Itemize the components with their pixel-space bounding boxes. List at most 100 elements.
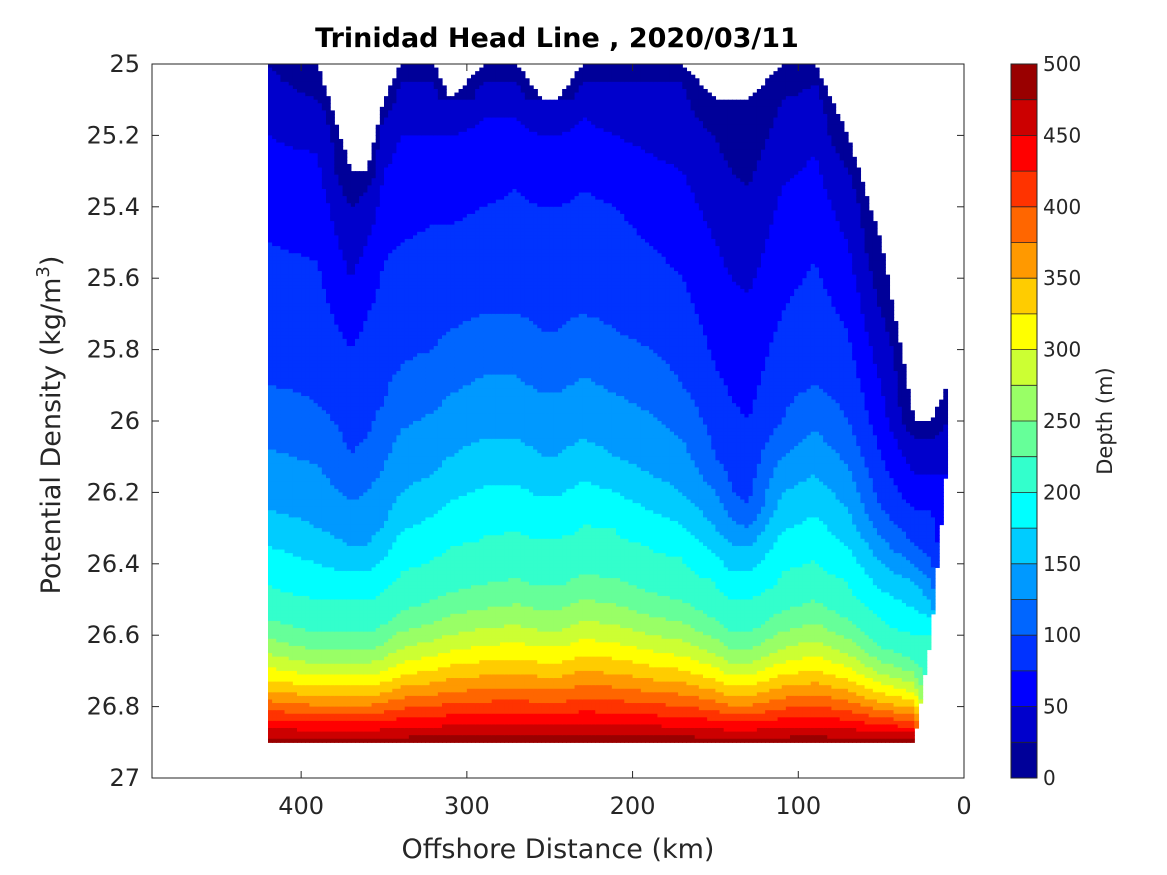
contour-cell: [350, 638, 356, 643]
contour-cell: [342, 474, 348, 479]
contour-cell: [280, 292, 286, 297]
contour-cell: [313, 421, 319, 426]
contour-cell: [305, 163, 311, 169]
contour-cell: [321, 606, 327, 611]
contour-cell: [276, 606, 282, 611]
contour-cell: [305, 645, 311, 651]
contour-cell: [359, 478, 364, 483]
contour-cell: [342, 385, 348, 390]
contour-cell: [367, 231, 373, 236]
contour-cell: [276, 535, 282, 540]
contour-cell: [276, 371, 282, 376]
contour-cell: [342, 578, 348, 583]
contour-cell: [305, 549, 311, 554]
contour-cell: [272, 424, 277, 429]
contour-cell: [371, 599, 377, 604]
contour-cell: [301, 688, 306, 693]
contour-cell: [371, 156, 377, 161]
contour-cell: [301, 538, 306, 543]
contour-cell: [371, 421, 377, 426]
contour-cell: [363, 271, 369, 276]
contour-cell: [359, 253, 364, 258]
contour-cell: [276, 124, 282, 129]
contour-cell: [363, 528, 369, 533]
contour-cell: [305, 495, 311, 501]
contour-cell: [342, 692, 348, 697]
contour-cell: [301, 138, 306, 144]
contour-cell: [309, 674, 315, 679]
contour-cell: [321, 381, 327, 386]
contour-cell: [272, 638, 277, 643]
contour-cell: [305, 717, 311, 722]
contour-cell: [334, 231, 340, 236]
contour-cell: [350, 428, 356, 433]
contour-cell: [342, 538, 348, 543]
contour-cell: [305, 67, 311, 72]
contour-cell: [350, 506, 356, 511]
contour-cell: [338, 378, 344, 383]
contour-cell: [321, 224, 327, 229]
contour-cell: [379, 563, 385, 568]
contour-cell: [317, 642, 323, 647]
contour-cell: [301, 88, 306, 94]
contour-cell: [379, 413, 385, 419]
contour-cell: [371, 653, 377, 658]
contour-cell: [280, 331, 286, 336]
contour-cell: [276, 724, 282, 729]
contour-cell: [292, 431, 298, 436]
contour-cell: [301, 442, 306, 447]
contour-cell: [292, 492, 298, 497]
contour-cell: [280, 438, 286, 444]
contour-cell: [350, 478, 356, 483]
contour-cell: [305, 292, 311, 297]
contour-cell: [379, 363, 385, 369]
contour-cell: [371, 624, 377, 629]
contour-cell: [305, 617, 311, 622]
contour-cell: [280, 481, 286, 486]
contour-cell: [272, 124, 277, 129]
contour-cell: [313, 606, 319, 611]
contour-cell: [284, 421, 290, 426]
contour-cell: [355, 413, 360, 419]
contour-cell: [375, 135, 381, 140]
contour-cell: [346, 310, 352, 315]
contour-cell: [284, 103, 290, 108]
contour-cell: [288, 413, 294, 419]
contour-cell: [297, 463, 302, 469]
contour-cell: [375, 342, 381, 347]
contour-cell: [297, 678, 302, 683]
contour-cell: [280, 595, 286, 601]
contour-cell: [346, 653, 352, 658]
contour-cell: [346, 510, 352, 515]
contour-cell: [301, 356, 306, 361]
contour-cell: [342, 263, 348, 269]
contour-cell: [309, 595, 315, 601]
contour-cell: [342, 685, 348, 690]
contour-cell: [355, 288, 360, 294]
contour-cell: [297, 595, 302, 601]
contour-cell: [367, 549, 373, 554]
contour-cell: [317, 628, 323, 633]
contour-cell: [321, 506, 327, 511]
contour-cell: [371, 188, 377, 194]
contour-cell: [334, 645, 340, 651]
contour-cell: [367, 306, 373, 311]
contour-cell: [359, 592, 364, 597]
contour-cell: [346, 428, 352, 433]
contour-cell: [346, 181, 352, 186]
contour-cell: [288, 517, 294, 522]
contour-cell: [284, 706, 290, 711]
contour-cell: [297, 135, 302, 140]
contour-cell: [375, 670, 381, 676]
contour-cell: [272, 720, 277, 726]
contour-cell: [317, 563, 323, 568]
contour-cell: [363, 385, 369, 390]
contour-cell: [355, 335, 360, 340]
contour-cell: [334, 438, 340, 444]
contour-cell: [330, 588, 335, 593]
contour-cell: [305, 392, 311, 397]
contour-cell: [375, 606, 381, 611]
contour-cell: [313, 645, 319, 651]
contour-cell: [371, 481, 377, 486]
contour-cell: [350, 735, 356, 740]
